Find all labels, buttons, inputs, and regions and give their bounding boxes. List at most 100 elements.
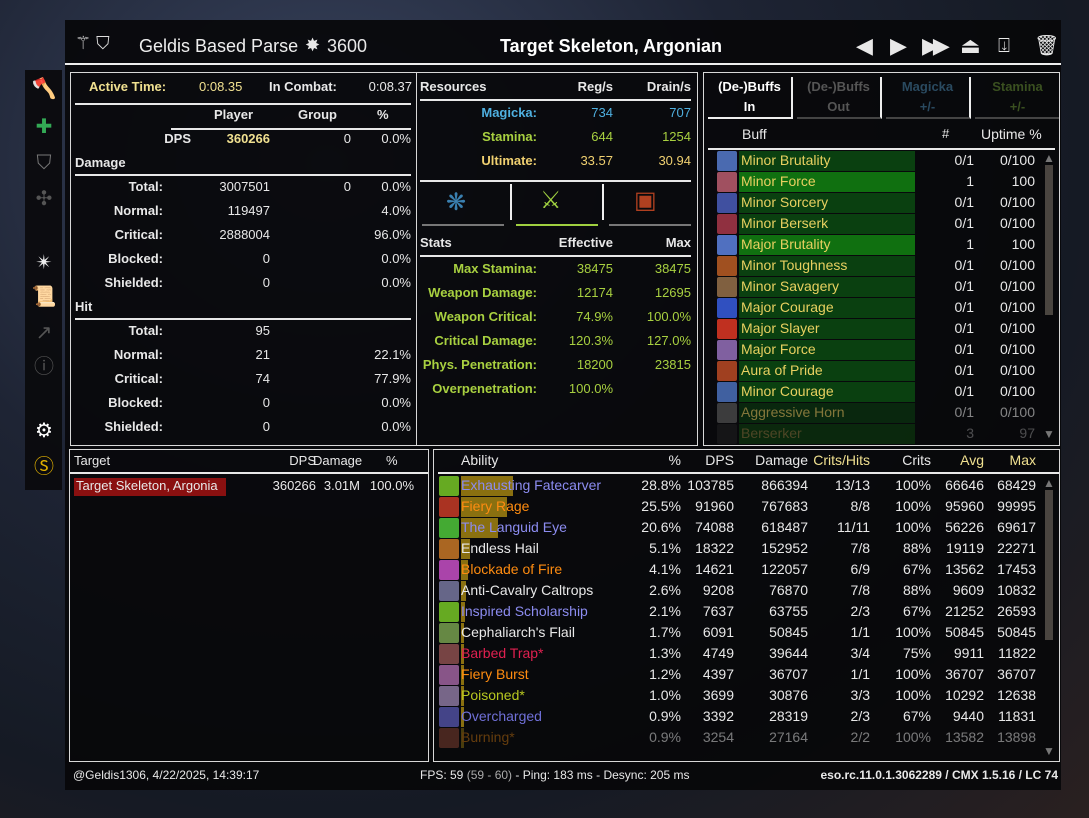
buff-row[interactable]: Minor Savagery 0/1 0/100 (704, 277, 1059, 298)
tab-label-line2: +/- (1009, 99, 1026, 114)
ability-row[interactable]: Cephaliarch's Flail 1.7% 6091 50845 1/1 100% 5… (434, 623, 1059, 644)
info-icon[interactable]: ⓘ (34, 356, 54, 378)
ability-row[interactable]: Barbed Trap* 1.3% 4749 39644 3/4 75% 9911 11822 (434, 644, 1059, 665)
tab-debuffs-in[interactable]: (De-)Buffs In (708, 77, 793, 119)
tab-magicka-[interactable]: Magicka +/- (886, 77, 971, 119)
buff-row[interactable]: Minor Berserk 0/1 0/100 (704, 214, 1059, 235)
s-badge-icon[interactable]: Ⓢ (34, 456, 54, 478)
next-fight-button[interactable]: ▶ (890, 33, 907, 58)
ability-row[interactable]: Overcharged 0.9% 3392 28319 2/3 67% 9440 11831 (434, 707, 1059, 728)
last-fight-button[interactable]: ▶▶ (922, 33, 950, 58)
heal-icon[interactable]: ✚ (35, 116, 53, 138)
buff-count: 0/1 (954, 362, 974, 378)
resource-label: Magicka: (481, 105, 537, 120)
camera-icon[interactable]: ⏏ (960, 33, 981, 58)
buff-row[interactable]: Major Brutality 1 100 (704, 235, 1059, 256)
buff-row[interactable]: Minor Courage 0/1 0/100 (704, 382, 1059, 403)
active-time-label: Active Time: (89, 79, 167, 94)
buff-uptime: 0/100 (999, 383, 1035, 399)
buff-row[interactable]: Minor Toughness 0/1 0/100 (704, 256, 1059, 277)
damage-section-label: Damage (75, 155, 126, 170)
ability-dps: 4749 (702, 645, 734, 661)
ability-dps: 103785 (687, 477, 734, 493)
row-player: 119497 (227, 203, 270, 218)
star-icon[interactable]: ✴ (35, 252, 53, 274)
divider (65, 63, 1061, 65)
buff-icon (717, 151, 737, 171)
buff-uptime: 100 (1011, 173, 1035, 189)
ability-avg: 56226 (945, 519, 984, 535)
tab-debuffs-out[interactable]: (De-)Buffs Out (797, 77, 882, 119)
resource-drain: 1254 (662, 129, 691, 144)
ability-pct: 1.7% (649, 624, 681, 640)
target-row[interactable]: Target Skeleton, Argonia 360266 3.01M 10… (70, 476, 428, 497)
buff-icon (717, 256, 737, 276)
ability-row[interactable]: Fiery Rage 25.5% 91960 767683 8/8 100% 95960 99… (434, 497, 1059, 518)
ability-row[interactable]: Blockade of Fire 4.1% 14621 122057 6/9 67% 135… (434, 560, 1059, 581)
buff-name: Major Force (741, 341, 816, 357)
ability-row[interactable]: Burning* 0.9% 3254 27164 2/2 100% 13582 13898 (434, 728, 1059, 749)
ability-row[interactable]: Inspired Scholarship 2.1% 7637 63755 2/3 67% 2… (434, 602, 1059, 623)
ability-row[interactable]: Fiery Burst 1.2% 4397 36707 1/1 100% 36707 3670… (434, 665, 1059, 686)
ability-damage-bar (461, 476, 513, 496)
report-title: Geldis Based Parse (139, 36, 299, 56)
save-icon[interactable]: ⍗ (998, 35, 1010, 57)
stat-max: 23815 (654, 357, 691, 372)
ability-dps: 18322 (695, 540, 734, 556)
col-target-dps: DPS (289, 453, 316, 468)
ability-pct: 2.6% (649, 582, 681, 598)
buff-row[interactable]: Minor Sorcery 0/1 0/100 (704, 193, 1059, 214)
ability-row[interactable]: Poisoned* 1.0% 3699 30876 3/3 100% 10292 12638 (434, 686, 1059, 707)
buff-row[interactable]: Major Force 0/1 0/100 (704, 340, 1059, 361)
buff-icon (717, 235, 737, 255)
buff-row[interactable]: Major Courage 0/1 0/100 (704, 298, 1059, 319)
buff-icon (717, 277, 737, 297)
ability-damage-bar (461, 602, 465, 622)
trash-icon[interactable]: 🗑 (1034, 35, 1060, 57)
buff-count: 0/1 (954, 404, 974, 420)
shield-icon[interactable]: ⛉ (36, 152, 52, 174)
ability-name: Poisoned* (461, 687, 525, 703)
ability-row[interactable]: Anti-Cavalry Caltrops 2.6% 9208 76870 7/8 88%… (434, 581, 1059, 602)
ability-row[interactable]: Endless Hail 5.1% 18322 152952 7/8 88% 19119 22… (434, 539, 1059, 560)
buff-row[interactable]: Minor Force 1 100 (704, 172, 1059, 193)
ability-pct: 25.5% (641, 498, 681, 514)
tab-stamina-[interactable]: Stamina +/- (975, 77, 1059, 119)
scroll-icon[interactable]: 📜 (31, 286, 57, 308)
magicka-icon[interactable]: ❋ (446, 189, 467, 216)
ability-row[interactable]: The Languid Eye 20.6% 74088 618487 11/11 100%… (434, 518, 1059, 539)
ability-damage-bar (461, 518, 499, 538)
previous-fight-button[interactable]: ◀ (856, 33, 873, 58)
ability-crits-hits: 11/11 (837, 519, 870, 535)
ability-row[interactable]: Exhausting Fatecarver 28.8% 103785 866394 13… (434, 476, 1059, 497)
gear-icon[interactable]: ⚙ (35, 420, 53, 442)
buff-uptime: 0/100 (999, 404, 1035, 420)
col-target-pct: % (386, 453, 398, 468)
ability-pct: 0.9% (649, 729, 681, 745)
buff-row[interactable]: Berserker 3 97 (704, 424, 1059, 445)
row-label: Blocked: (108, 251, 163, 266)
ability-name: Inspired Scholarship (461, 603, 588, 619)
ability-name: Overcharged (461, 708, 542, 724)
buff-row[interactable]: Aggressive Horn 0/1 0/100 (704, 403, 1059, 424)
ability-name: Fiery Burst (461, 666, 529, 682)
ability-pct: 1.0% (649, 687, 681, 703)
ability-avg: 95960 (945, 498, 984, 514)
buff-icon (717, 319, 737, 339)
buff-uptime: 0/100 (999, 362, 1035, 378)
buffs-panel: Buff # Uptime % ▲ ▼ (De-)Buffs In (De-)Buf… (703, 72, 1060, 446)
puzzle-icon[interactable]: ✣ (35, 188, 53, 210)
buff-row[interactable]: Minor Brutality 0/1 0/100 (704, 151, 1059, 172)
buff-row[interactable]: Major Slayer 0/1 0/100 (704, 319, 1059, 340)
buff-row[interactable]: Aura of Pride 0/1 0/100 (704, 361, 1059, 382)
abilities-scrollbar[interactable]: ▲ ▼ (1043, 476, 1055, 758)
stamina-icon[interactable]: ⚔ (540, 187, 562, 214)
ability-dps: 6091 (702, 624, 734, 640)
buffs-scrollbar[interactable]: ▲ ▼ (1043, 151, 1055, 441)
ability-pct: 4.1% (649, 561, 681, 577)
axe-icon[interactable]: 🪓 (31, 78, 57, 100)
ability-crit-rate: 67% (902, 561, 931, 577)
buff-name: Berserker (741, 425, 802, 441)
health-icon[interactable]: ▣ (634, 187, 657, 214)
graph-icon[interactable]: ↗ (35, 322, 53, 344)
